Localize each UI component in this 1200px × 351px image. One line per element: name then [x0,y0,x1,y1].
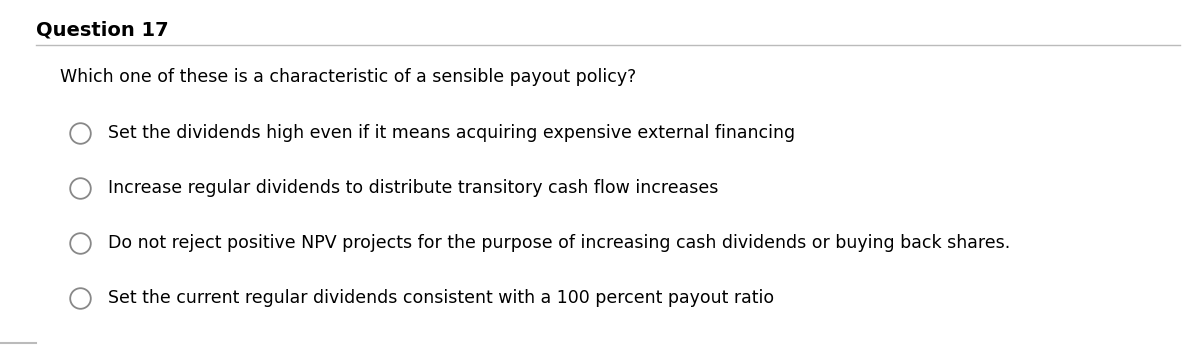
Text: Question 17: Question 17 [36,21,169,40]
Text: Do not reject positive NPV projects for the purpose of increasing cash dividends: Do not reject positive NPV projects for … [108,234,1010,252]
Point [71,295,90,301]
Text: Which one of these is a characteristic of a sensible payout policy?: Which one of these is a characteristic o… [60,68,636,86]
Point [71,240,90,246]
Text: Increase regular dividends to distribute transitory cash flow increases: Increase regular dividends to distribute… [108,179,719,197]
Text: Set the current regular dividends consistent with a 100 percent payout ratio: Set the current regular dividends consis… [108,289,774,307]
Point [71,130,90,136]
Text: Set the dividends high even if it means acquiring expensive external financing: Set the dividends high even if it means … [108,124,796,142]
Point [71,185,90,191]
